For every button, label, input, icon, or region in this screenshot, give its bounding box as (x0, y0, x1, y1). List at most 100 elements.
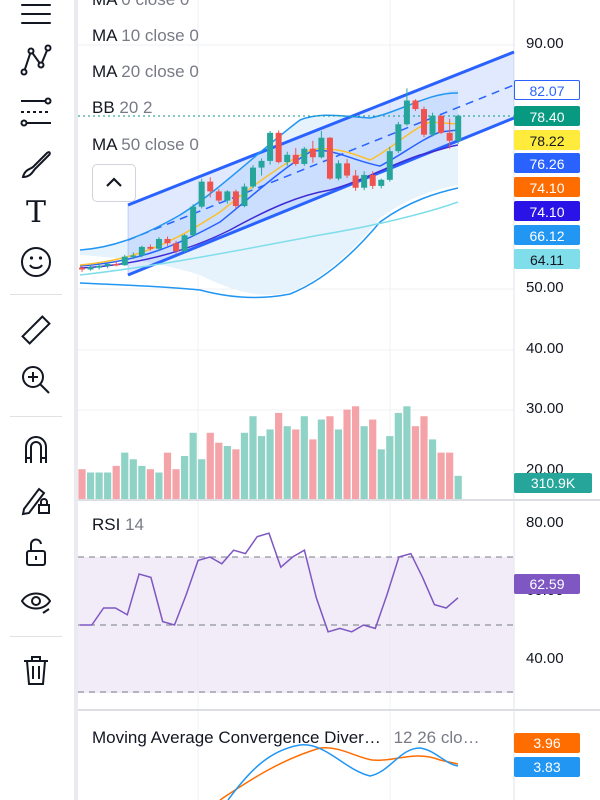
volume-value-tag: 310.9K (514, 473, 592, 493)
legend-ma20[interactable]: MA 20 close 0 (92, 62, 199, 82)
volume-bar (121, 452, 129, 499)
pattern-drawing-icon[interactable] (14, 40, 58, 80)
candle-body (361, 174, 368, 188)
chevron-up-icon (106, 177, 122, 187)
candle-body (190, 206, 197, 236)
volume-bar (95, 472, 103, 499)
candle-body (181, 235, 188, 252)
price-tag: 82.07 (514, 80, 580, 100)
legend-ma10-name: MA (92, 26, 117, 45)
macd-params: 12 26 clo… (393, 728, 480, 747)
rsi-axis-label: 80.00 (526, 514, 564, 531)
candle-body (326, 137, 333, 179)
price-tag: 74.10 (514, 201, 580, 221)
candle-body (352, 175, 359, 188)
legend-bb[interactable]: BB 20 2 (92, 98, 153, 118)
rsi-title: RSI (92, 515, 121, 534)
bollinger-upper-line (79, 92, 459, 251)
volume-bar (249, 416, 257, 499)
volume-bar (292, 429, 300, 499)
legend-ma0-name: MA (92, 0, 117, 9)
volume-bar (386, 436, 394, 499)
volume-bar (78, 469, 86, 499)
volume-bar (129, 459, 137, 499)
price-tag: 78.22 (514, 130, 580, 150)
price-tag: 66.12 (514, 225, 580, 245)
volume-bar (446, 452, 454, 499)
candle-body (386, 151, 393, 180)
menu-lines-icon[interactable] (14, 0, 58, 34)
magnet-icon[interactable] (14, 430, 58, 470)
ruler-icon[interactable] (14, 310, 58, 350)
price-tag: 64.11 (514, 249, 580, 269)
volume-bar (275, 412, 283, 499)
volume-bar (240, 432, 249, 499)
legend-ma50[interactable]: MA 50 close 0 (92, 135, 199, 155)
volume-bar (86, 472, 95, 499)
rsi-legend[interactable]: RSI 14 (92, 515, 144, 535)
candle-body (258, 160, 265, 168)
emoji-icon[interactable] (14, 242, 58, 282)
lock-drawing-icon[interactable] (14, 480, 58, 520)
macd-signal-tag: 3.96 (514, 733, 580, 753)
rsi-line (80, 532, 459, 633)
volume-bar (215, 442, 223, 499)
price-tag: 74.10 (514, 177, 580, 197)
candle-body (335, 163, 342, 179)
legend-ma10-params: 10 close 0 (121, 26, 199, 45)
volume-bar (283, 426, 291, 499)
volume-bar (317, 419, 325, 499)
volume-bar (420, 416, 428, 499)
candle-body (198, 181, 205, 207)
zoom-in-icon[interactable] (14, 360, 58, 400)
chart-canvas[interactable] (78, 0, 600, 800)
candle-body (429, 115, 436, 135)
volume-bar (411, 426, 420, 499)
candle-body (215, 191, 222, 201)
volume-bar (198, 459, 206, 499)
collapse-legend-button[interactable] (92, 164, 136, 202)
candle-body (207, 181, 214, 192)
volume-bar (104, 472, 112, 499)
candle-body (412, 100, 419, 110)
toolbar-separator (10, 636, 62, 637)
volume-bar (437, 452, 445, 499)
price-tag: 78.40 (514, 106, 580, 126)
legend-ma50-params: 50 close 0 (121, 135, 199, 154)
candle-body (79, 267, 85, 270)
candle-body (446, 132, 453, 141)
volume-bar (343, 409, 351, 499)
volume-bar (223, 446, 231, 499)
toolbar-separator (10, 416, 62, 417)
candle-body (232, 191, 239, 207)
ma20-line (79, 144, 459, 269)
volume-axis-label: 40.00 (526, 340, 564, 357)
candle-body (395, 124, 402, 152)
candle-body (241, 186, 248, 207)
brush-icon[interactable] (14, 144, 58, 184)
legend-ma0-params: 0 close 0 (121, 0, 189, 9)
legend-ma10[interactable]: MA 10 close 0 (92, 26, 199, 46)
legend-ma0[interactable]: MA 0 close 0 (92, 0, 189, 10)
volume-bar (377, 449, 385, 499)
volume-bar (326, 416, 334, 499)
candle-body (455, 115, 462, 141)
trash-icon[interactable] (14, 650, 58, 690)
fib-retracement-icon[interactable] (14, 92, 58, 132)
candle-body (267, 132, 274, 161)
volume-bar (189, 432, 197, 499)
candle-body (378, 179, 385, 186)
candle-body (87, 267, 94, 270)
toolbar-border (74, 0, 78, 800)
candle-body (155, 238, 162, 249)
eye-icon[interactable] (14, 582, 58, 622)
candle-body (309, 148, 316, 158)
price-axis-label: 50.00 (526, 279, 564, 296)
volume-bar (163, 452, 172, 499)
candle-body (421, 109, 427, 135)
candle-body (369, 174, 376, 186)
volume-bar (172, 469, 180, 499)
text-tool-icon[interactable]: T (14, 192, 58, 232)
macd-legend[interactable]: Moving Average Convergence Diver… 12 26 … (92, 728, 480, 748)
unlock-icon[interactable] (14, 532, 58, 572)
